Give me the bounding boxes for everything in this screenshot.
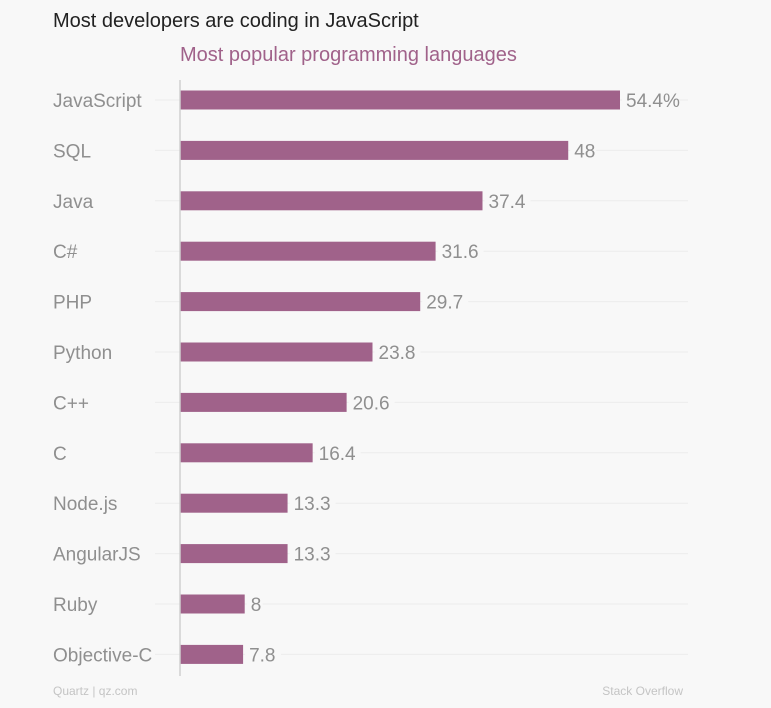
bar — [180, 140, 569, 160]
value-label: 8 — [251, 595, 262, 616]
chart-title: Most developers are coding in JavaScript — [53, 10, 419, 32]
credit-text: Quartz | qz.com — [53, 684, 138, 698]
value-label: 7.8 — [249, 645, 275, 666]
bar — [180, 443, 313, 463]
category-label: JavaScript — [53, 91, 142, 112]
value-label: 31.6 — [442, 242, 479, 263]
bar — [180, 241, 436, 261]
label-background — [289, 542, 336, 565]
category-label: C# — [53, 242, 78, 263]
category-label: C — [53, 444, 67, 465]
label-background — [348, 391, 395, 414]
category-label: Java — [53, 192, 94, 213]
bar — [180, 191, 483, 211]
bar — [180, 392, 347, 412]
category-label: Ruby — [53, 595, 98, 616]
label-background — [422, 290, 469, 313]
bar — [180, 594, 245, 614]
category-label: Python — [53, 343, 112, 364]
bar — [180, 342, 373, 362]
category-label: PHP — [53, 293, 92, 314]
label-background — [289, 492, 336, 515]
category-label: AngularJS — [53, 545, 141, 566]
value-label: 13.3 — [294, 545, 331, 566]
value-label: 37.4 — [489, 192, 526, 213]
value-label: 16.4 — [319, 444, 356, 465]
source-text: Stack Overflow — [602, 684, 683, 698]
label-background — [570, 139, 597, 162]
bar — [180, 90, 620, 110]
value-label: 20.6 — [353, 393, 390, 414]
label-background — [622, 89, 678, 111]
bar — [180, 644, 244, 664]
bar — [180, 544, 288, 564]
label-background — [246, 593, 263, 615]
label-background — [374, 341, 421, 363]
category-label: Objective-C — [53, 645, 152, 666]
category-label: SQL — [53, 141, 91, 162]
value-label: 13.3 — [294, 494, 331, 515]
chart-subtitle: Most popular programming languages — [180, 44, 517, 66]
label-background — [314, 441, 361, 464]
category-label: C++ — [53, 393, 89, 414]
value-label: 29.7 — [426, 293, 463, 314]
value-label: 23.8 — [379, 343, 416, 364]
bar — [180, 493, 288, 513]
value-label: 48 — [574, 141, 595, 162]
label-background — [245, 643, 282, 666]
label-background — [484, 189, 531, 212]
value-label: 54.4% — [626, 91, 680, 112]
bar — [180, 292, 421, 312]
label-background — [437, 240, 484, 263]
category-label: Node.js — [53, 494, 117, 515]
